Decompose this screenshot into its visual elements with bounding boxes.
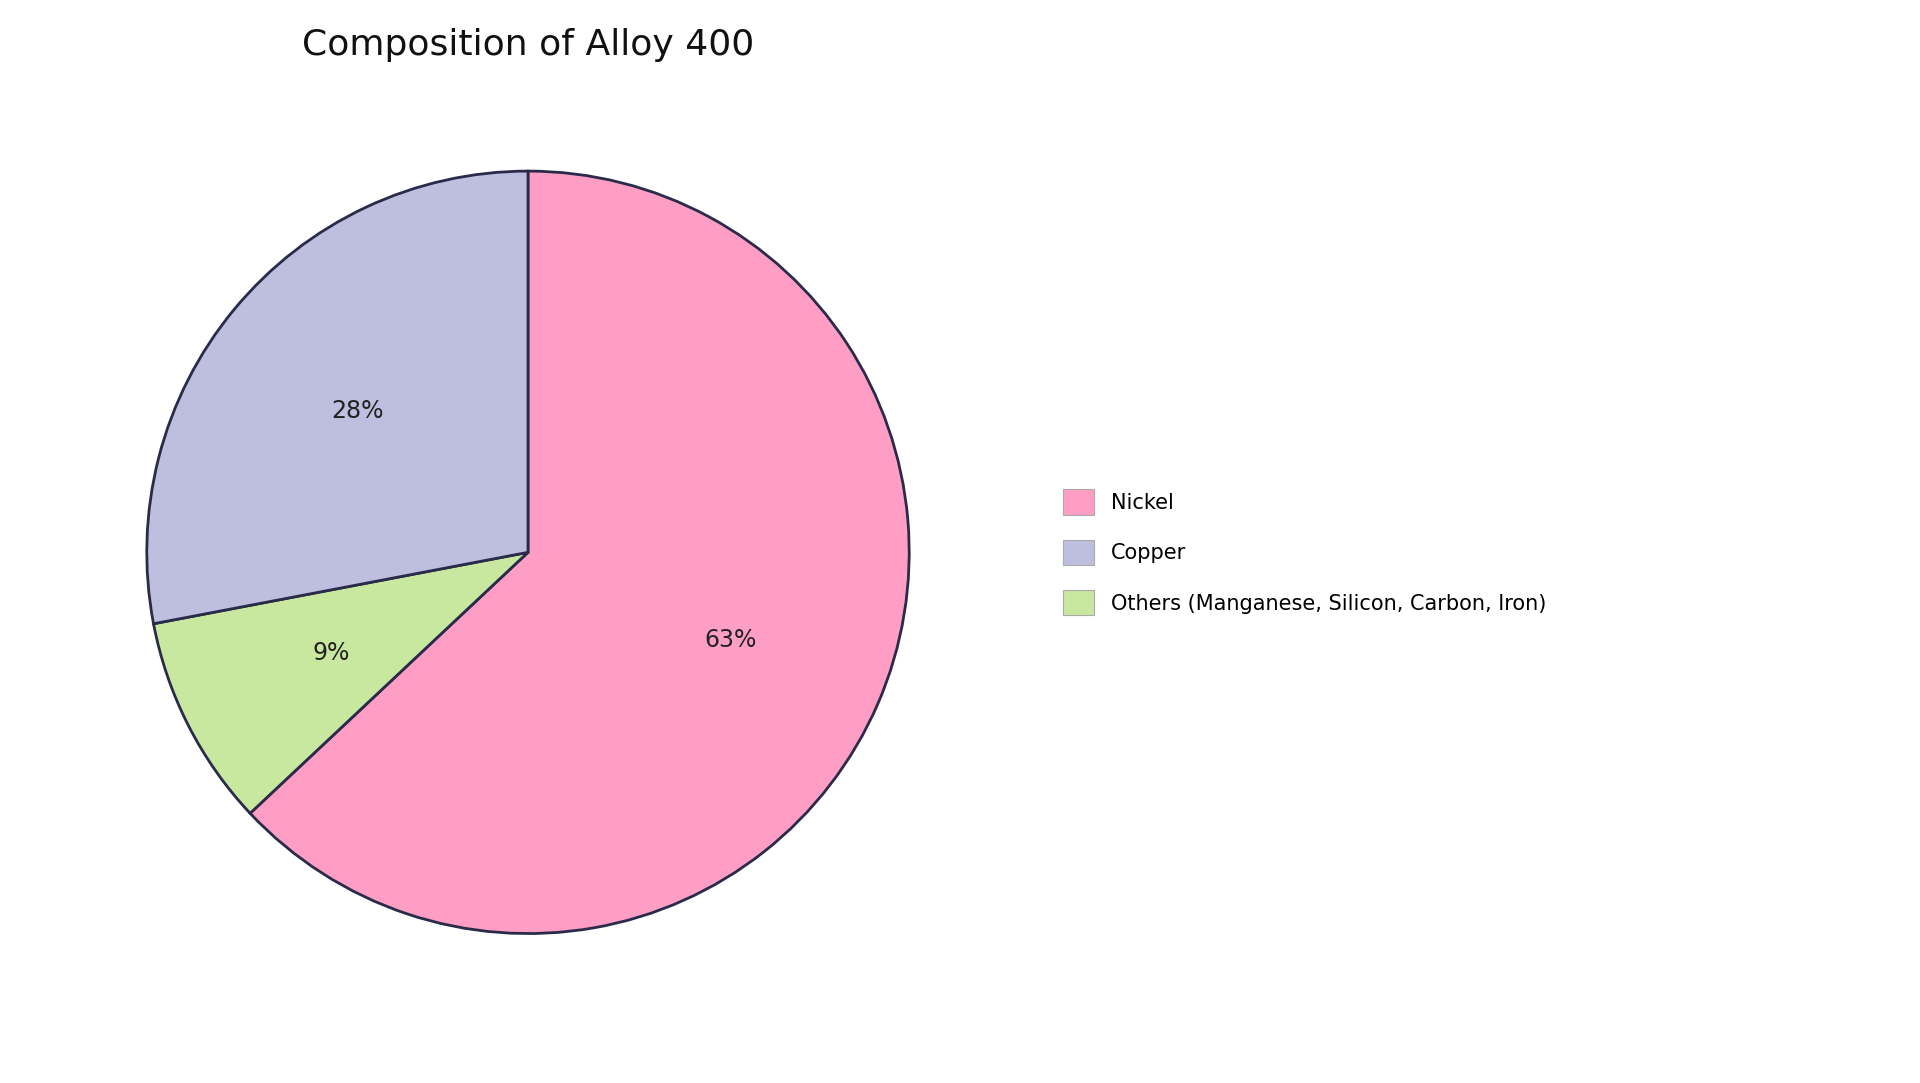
Wedge shape (154, 552, 528, 813)
Legend: Nickel, Copper, Others (Manganese, Silicon, Carbon, Iron): Nickel, Copper, Others (Manganese, Silic… (1062, 490, 1546, 615)
Wedge shape (250, 171, 910, 934)
Text: 9%: 9% (313, 641, 349, 665)
Text: 63%: 63% (705, 628, 756, 652)
Text: 28%: 28% (332, 400, 384, 423)
Wedge shape (146, 171, 528, 624)
Title: Composition of Alloy 400: Composition of Alloy 400 (301, 28, 755, 62)
